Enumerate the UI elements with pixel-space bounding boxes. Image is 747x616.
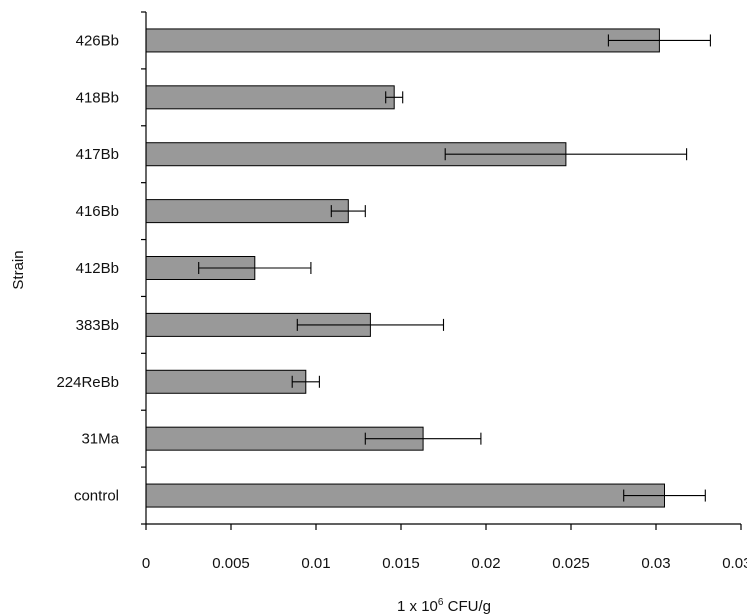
x-tick-label-0.01: 0.01	[301, 555, 330, 572]
bar-418Bb	[145, 85, 395, 110]
x-tick-label-0.035: 0.035	[722, 555, 747, 572]
category-label-control: control	[74, 488, 119, 505]
x-axis-title-base: 1 x 10	[397, 598, 438, 615]
category-labels: 426Bb 418Bb 417Bb 416Bb 412Bb 383Bb 224ReBb 31M…	[56, 32, 119, 504]
x-tick-label-0.005: 0.005	[212, 555, 250, 572]
x-tick-label-0.02: 0.02	[471, 555, 500, 572]
x-axis-title-superscript: 6	[438, 597, 444, 608]
category-label-383Bb: 383Bb	[76, 317, 119, 334]
bar-416Bb	[145, 199, 349, 224]
bar-426Bb	[145, 28, 660, 53]
x-tick-label-0.025: 0.025	[552, 555, 590, 572]
x-tick-label-0: 0	[142, 555, 150, 572]
x-tick-label-0.03: 0.03	[641, 555, 670, 572]
y-axis-ticks	[141, 11, 146, 525]
category-label-416Bb: 416Bb	[76, 203, 119, 220]
error-bars-group	[198, 34, 711, 502]
category-label-31Ma: 31Ma	[81, 431, 119, 448]
category-label-417Bb: 417Bb	[76, 146, 119, 163]
category-label-412Bb: 412Bb	[76, 260, 119, 277]
category-label-426Bb: 426Bb	[76, 32, 119, 49]
y-axis-title: Strain	[10, 250, 27, 289]
category-label-224ReBb: 224ReBb	[56, 374, 119, 391]
bar-control	[145, 483, 665, 508]
x-axis-ticks	[145, 524, 742, 530]
x-axis-title-unit: CFU/g	[443, 598, 491, 615]
x-tick-label-0.015: 0.015	[382, 555, 420, 572]
category-label-418Bb: 418Bb	[76, 89, 119, 106]
x-axis-title: 1 x 106 CFU/g	[397, 597, 491, 615]
x-tick-labels: 0 0.005 0.01 0.015 0.02 0.025 0.03 0.035	[142, 555, 747, 572]
bar-224ReBb	[145, 369, 307, 394]
